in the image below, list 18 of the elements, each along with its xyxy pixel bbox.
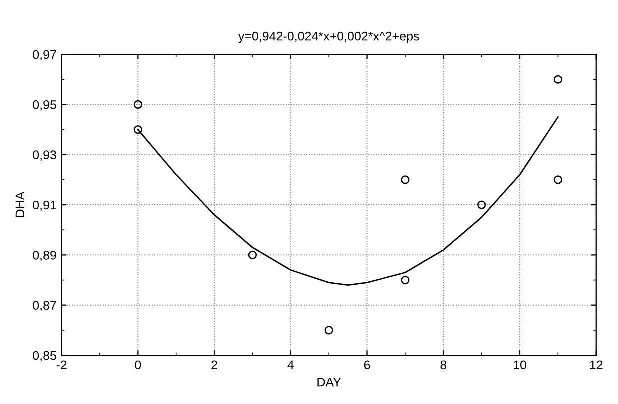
y-tick-label: 0,89 — [33, 250, 56, 262]
x-tick-label: 0 — [135, 360, 142, 370]
y-tick-label: 0,87 — [33, 301, 56, 312]
x-axis-title: DAY — [318, 378, 342, 387]
y-tick-label: 0,95 — [33, 100, 56, 111]
x-tick-label: 2 — [212, 360, 218, 370]
x-tick-label: 12 — [590, 360, 603, 370]
x-tick-label: 4 — [288, 360, 294, 370]
x-tick-label: 10 — [514, 360, 526, 370]
y-tick-label: 0,97 — [33, 50, 56, 61]
y-tick-label: 0,91 — [33, 200, 56, 212]
x-tick-label: 8 — [440, 360, 447, 370]
y-tick-label: 0,85 — [33, 351, 56, 362]
x-tick-label: -2 — [56, 360, 67, 370]
x-tick-label: 6 — [364, 360, 370, 370]
y-tick-label: 0,93 — [33, 150, 56, 161]
y-axis-title: DHA — [16, 192, 24, 218]
chart-title: y=0,942-0,024*x+0,002*x^2+eps — [238, 32, 420, 44]
